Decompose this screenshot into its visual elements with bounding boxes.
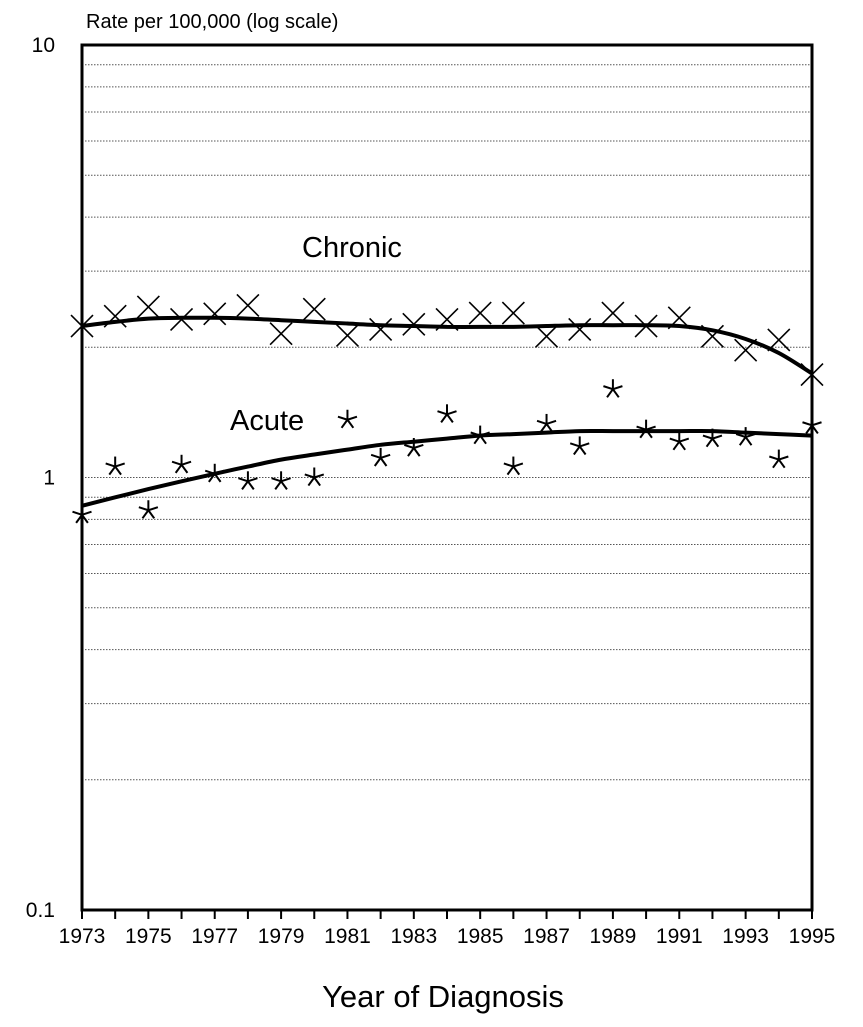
data-point-acute	[802, 415, 822, 435]
data-point-chronic	[568, 317, 592, 341]
data-point-acute	[437, 404, 457, 423]
data-point-acute	[536, 413, 557, 433]
y-axis-label: Rate per 100,000 (log scale)	[86, 11, 338, 33]
x-tick-label: 1983	[390, 925, 437, 948]
series-label-acute: Acute	[230, 405, 304, 437]
x-tick-label: 1979	[258, 925, 305, 948]
data-point-chronic	[269, 322, 293, 346]
data-point-acute	[603, 379, 623, 398]
x-axis: 1973 1975 1977 1979 1981 1983 1985 1987 1989 1991…	[59, 910, 836, 948]
data-point-chronic	[601, 301, 625, 325]
x-tick-label: 1981	[324, 925, 371, 948]
data-point-acute	[702, 428, 723, 448]
data-point-chronic	[700, 324, 725, 348]
y-tick-label: 0.1	[26, 899, 55, 922]
data-point-acute	[238, 471, 258, 490]
data-point-acute	[569, 436, 590, 456]
y-axis: 10 1 0.1	[26, 34, 55, 922]
data-point-acute	[735, 427, 756, 446]
data-markers	[70, 293, 824, 524]
data-point-acute	[171, 454, 192, 474]
x-tick-label: 1995	[789, 925, 836, 948]
data-point-chronic	[667, 306, 691, 330]
data-point-chronic	[634, 314, 658, 338]
x-tick-label: 1975	[125, 925, 172, 948]
data-point-acute	[337, 409, 358, 429]
data-point-acute	[72, 504, 92, 524]
x-tick-label: 1991	[656, 925, 703, 948]
data-point-acute	[503, 456, 524, 476]
data-point-acute	[204, 463, 225, 483]
data-point-chronic	[501, 301, 525, 325]
data-point-chronic	[335, 323, 360, 348]
data-point-chronic	[468, 301, 492, 325]
data-point-acute	[271, 471, 291, 490]
data-point-chronic	[302, 297, 326, 321]
data-point-chronic	[734, 338, 758, 362]
data-point-acute	[403, 438, 424, 457]
x-tick-label: 1977	[191, 925, 238, 948]
data-point-acute	[105, 456, 126, 476]
data-point-chronic	[800, 362, 824, 387]
y-tick-label: 10	[32, 34, 55, 57]
data-point-acute	[470, 425, 491, 445]
data-point-chronic	[402, 312, 426, 336]
data-point-acute	[768, 449, 789, 469]
data-point-chronic	[767, 328, 791, 352]
x-tick-label: 1987	[523, 925, 570, 948]
x-axis-label: Year of Diagnosis	[322, 979, 564, 1014]
data-point-chronic	[70, 314, 94, 338]
data-point-chronic	[435, 307, 459, 331]
data-point-chronic	[136, 295, 160, 319]
series-label-chronic: Chronic	[302, 232, 402, 264]
data-point-acute	[138, 500, 159, 519]
data-point-chronic	[236, 293, 260, 317]
x-tick-label: 1973	[59, 925, 106, 948]
data-point-chronic	[103, 304, 127, 328]
data-point-chronic	[169, 307, 194, 331]
data-point-chronic	[203, 302, 227, 326]
x-tick-label: 1989	[590, 925, 637, 948]
trend-line-acute	[81, 429, 813, 508]
gridlines	[82, 64, 812, 781]
data-point-acute	[636, 419, 656, 439]
x-tick-label: 1993	[722, 925, 769, 948]
data-point-acute	[304, 467, 325, 487]
x-tick-label: 1985	[457, 925, 504, 948]
y-tick-label: 1	[43, 467, 55, 490]
data-point-chronic	[369, 317, 393, 341]
data-point-chronic	[534, 324, 559, 348]
data-point-acute	[669, 431, 690, 451]
data-point-acute	[370, 447, 391, 467]
